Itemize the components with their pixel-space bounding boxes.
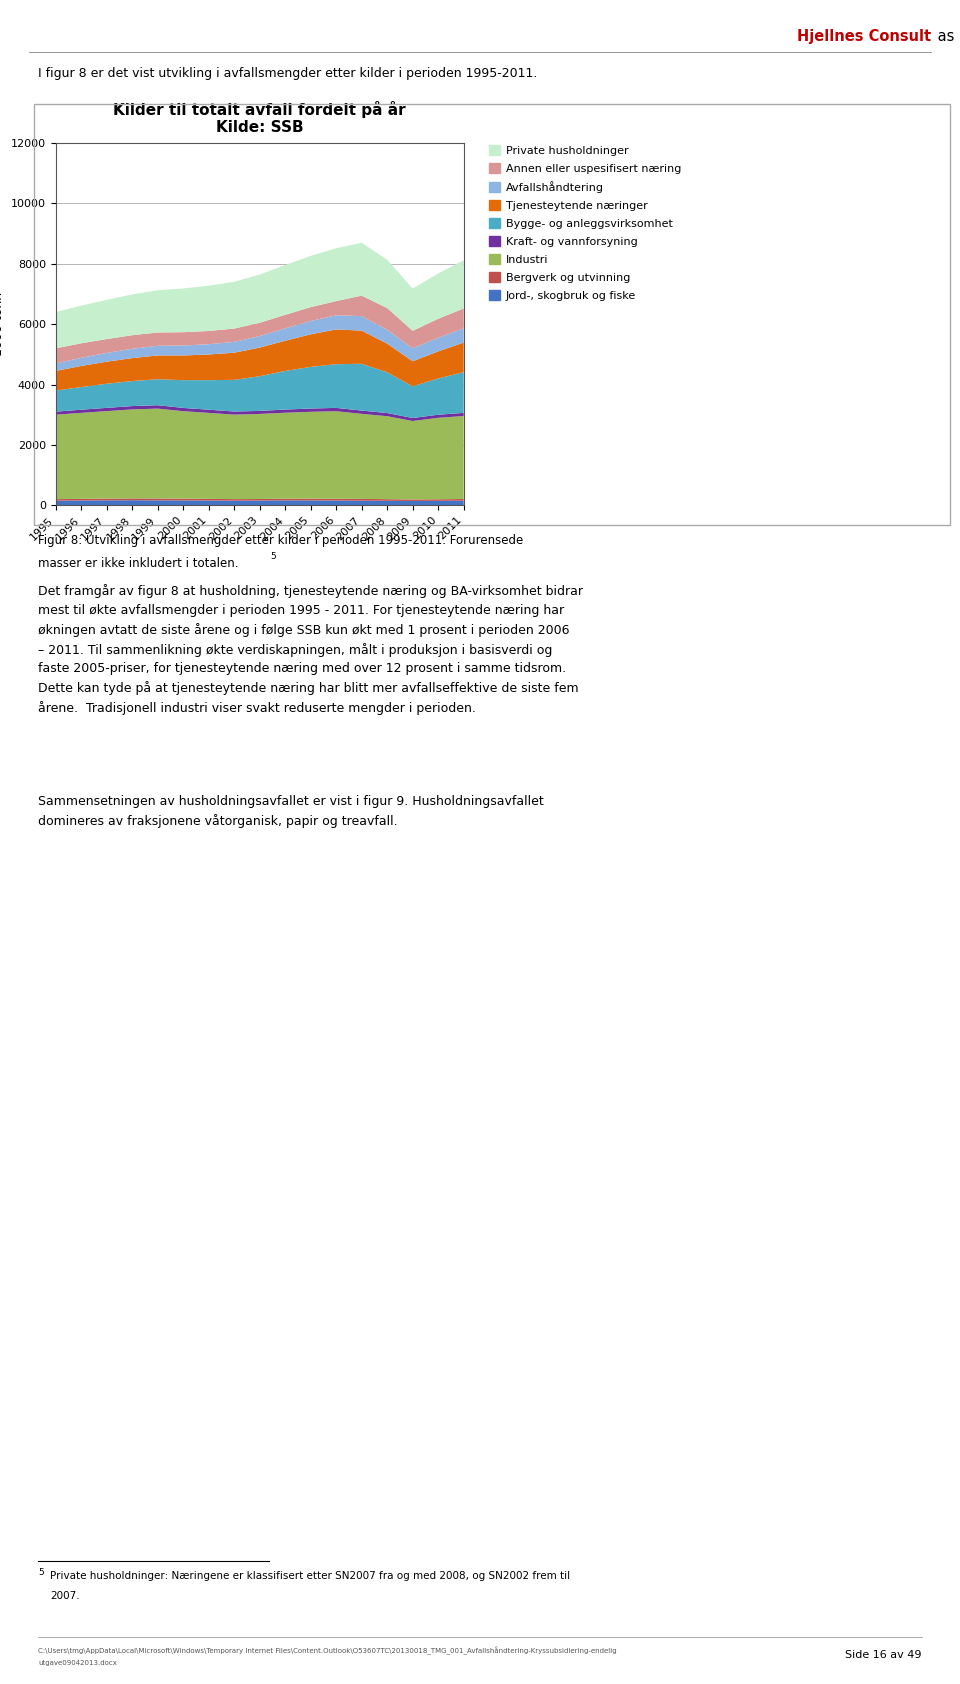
Text: Side 16 av 49: Side 16 av 49 bbox=[845, 1650, 922, 1660]
Text: Private husholdninger: Næringene er klassifisert etter SN2007 fra og med 2008, o: Private husholdninger: Næringene er klas… bbox=[50, 1571, 570, 1581]
Text: Sammensetningen av husholdningsavfallet er vist i figur 9. Husholdningsavfallet
: Sammensetningen av husholdningsavfallet … bbox=[38, 795, 544, 829]
Text: I figur 8 er det vist utvikling i avfallsmengder etter kilder i perioden 1995-20: I figur 8 er det vist utvikling i avfall… bbox=[38, 67, 538, 81]
Text: 5: 5 bbox=[38, 1568, 44, 1576]
Text: Hjellnes Consult: Hjellnes Consult bbox=[797, 29, 931, 44]
Text: Det framgår av figur 8 at husholdning, tjenesteytende næring og BA-virksomhet bi: Det framgår av figur 8 at husholdning, t… bbox=[38, 584, 584, 716]
Text: Figur 8: Utvikling i avfallsmengder etter kilder i perioden 1995-2011. Forurense: Figur 8: Utvikling i avfallsmengder ette… bbox=[38, 534, 523, 547]
Text: masser er ikke inkludert i totalen.: masser er ikke inkludert i totalen. bbox=[38, 557, 239, 571]
Title: Kilder til totalt avfall fordelt på år
Kilde: SSB: Kilder til totalt avfall fordelt på år K… bbox=[113, 101, 406, 135]
Text: 5: 5 bbox=[271, 552, 276, 561]
Text: C:\Users\tmg\AppData\Local\Microsoft\Windows\Temporary Internet Files\Content.Ou: C:\Users\tmg\AppData\Local\Microsoft\Win… bbox=[38, 1647, 617, 1655]
Legend: Private husholdninger, Annen eller uspesifisert næring, Avfallshåndtering, Tjene: Private husholdninger, Annen eller uspes… bbox=[486, 141, 684, 305]
Text: as: as bbox=[933, 29, 954, 44]
Text: 2007.: 2007. bbox=[50, 1591, 80, 1601]
Text: utgave09042013.docx: utgave09042013.docx bbox=[38, 1660, 117, 1667]
Y-axis label: 1000 tonn: 1000 tonn bbox=[0, 291, 5, 357]
